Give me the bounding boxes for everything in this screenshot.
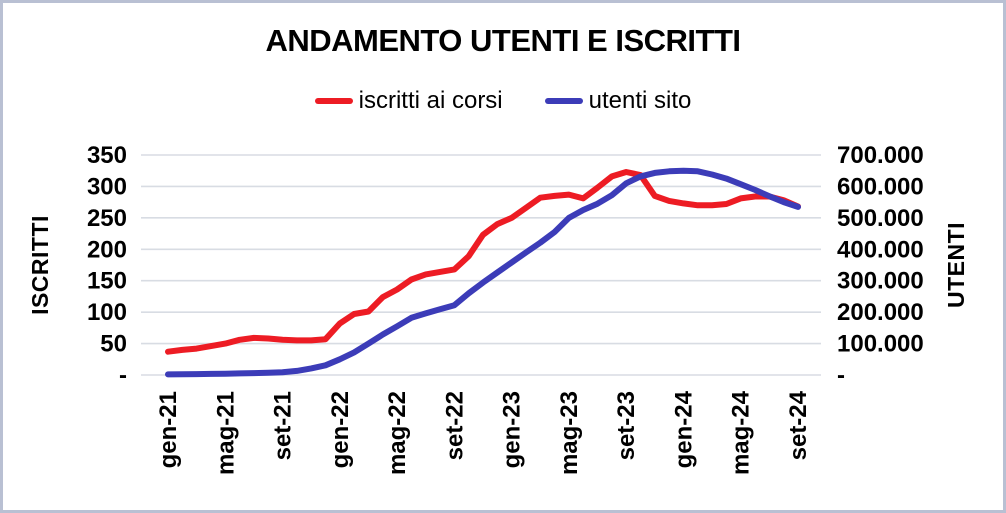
legend-item-iscritti: iscritti ai corsi xyxy=(314,87,503,115)
y-left-tick-label: - xyxy=(119,362,127,389)
x-tick-label: gen-22 xyxy=(327,391,354,468)
series-line-iscritti-ai-corsi xyxy=(165,169,801,355)
x-tick-label: mag-21 xyxy=(212,391,239,475)
legend-label-utenti: utenti sito xyxy=(588,87,692,114)
legend-line-red-icon xyxy=(314,98,353,104)
plot-area: - 50 100 150 200 250 300 350 - 100.000 200.000 300.… xyxy=(27,142,969,475)
y-left-tick-label: 50 xyxy=(100,331,127,358)
x-tick-label: set-22 xyxy=(441,391,468,460)
legend: iscritti ai corsi utenti sito xyxy=(3,87,1003,115)
gridlines xyxy=(141,154,821,376)
y-left-tick-label: 100 xyxy=(87,299,127,326)
x-tick-label: set-21 xyxy=(270,391,297,460)
x-tick-label: gen-24 xyxy=(670,390,697,468)
y-left-tick-label: 250 xyxy=(87,205,127,232)
right-axis-title: UTENTI xyxy=(943,222,969,308)
x-tick-label: gen-23 xyxy=(499,391,526,468)
y-right-tick-label: - xyxy=(837,362,845,389)
y-right-tick-label: 600.000 xyxy=(837,173,924,200)
legend-line-blue-icon xyxy=(544,98,583,104)
x-tick-label: set-24 xyxy=(785,390,812,460)
x-tick-label: mag-24 xyxy=(728,390,755,475)
y-left-tick-label: 300 xyxy=(87,173,127,200)
y-left-tick-label: 350 xyxy=(87,142,127,169)
x-tick-label: set-23 xyxy=(613,391,640,460)
left-axis-title: ISCRITTI xyxy=(27,215,53,315)
y-right-tick-label: 400.000 xyxy=(837,236,924,263)
y-left-tick-label: 150 xyxy=(87,268,127,295)
series-lines xyxy=(165,167,801,378)
x-tick-label: mag-23 xyxy=(556,391,583,475)
x-tick-label: mag-22 xyxy=(384,391,411,475)
y-right-tick-label: 700.000 xyxy=(837,142,924,169)
y-right-tick-label: 200.000 xyxy=(837,299,924,326)
y-right-tick-label: 500.000 xyxy=(837,205,924,232)
y-right-tick-label: 300.000 xyxy=(837,268,924,295)
legend-label-iscritti: iscritti ai corsi xyxy=(358,87,503,114)
legend-item-utenti: utenti sito xyxy=(544,87,692,115)
series-line-utenti-sito xyxy=(165,167,801,378)
y-right-tick-label: 100.000 xyxy=(837,331,924,358)
x-tick-label: gen-21 xyxy=(155,391,182,468)
tick-labels: - 50 100 150 200 250 300 350 - 100.000 200.000 300.… xyxy=(87,142,924,475)
y-left-tick-label: 200 xyxy=(87,236,127,263)
chart-title: ANDAMENTO UTENTI E ISCRITTI xyxy=(265,23,741,58)
